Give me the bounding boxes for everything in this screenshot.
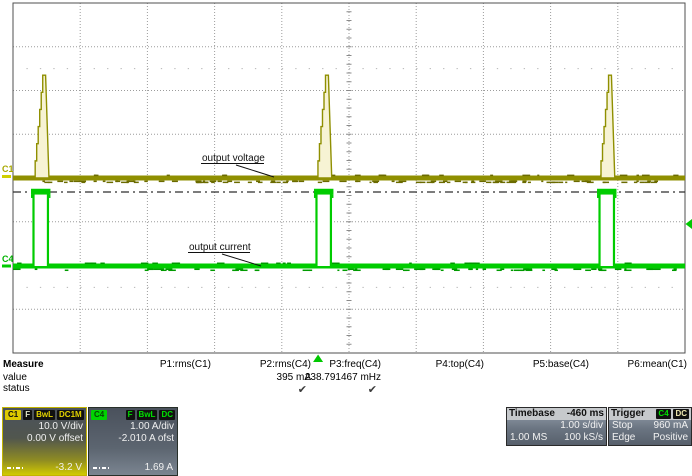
c4-cursor-row: 1.69 A — [93, 462, 173, 473]
c1-cursor-row: -3.2 V — [7, 462, 82, 473]
trigger-level-marker[interactable] — [685, 218, 692, 229]
trigger-position-marker[interactable] — [313, 354, 324, 363]
annotation-output-current: output current — [188, 242, 262, 267]
timebase-box[interactable]: Timebase -460 ms 1.00 s/div 1.00 MS 100 … — [506, 407, 607, 446]
c1-scale: 10.0 V/div — [38, 421, 83, 432]
trigger-level: 960 mA — [653, 420, 688, 431]
waveform-display: C1 C4 output voltage output current — [2, 2, 692, 363]
output-voltage-label: output voltage — [202, 153, 265, 164]
channel-left-markers: C1 C4 — [2, 164, 14, 268]
trigger-mode-row: Stop 960 mA — [609, 420, 691, 432]
trigger-mode: Stop — [612, 420, 633, 431]
timebase-sample-rate: 100 kS/s — [564, 432, 603, 443]
c1-box-header: C1 F BwL DC1M — [3, 408, 86, 421]
c1-coupling-badge: DC1M — [57, 410, 84, 420]
c4-channel-badge: C4 — [91, 410, 108, 420]
timebase-acquisition-row: 1.00 MS 100 kS/s — [507, 432, 606, 444]
measure-p3-status: ✔ — [367, 384, 377, 396]
c4-coupling-badge: DC — [159, 410, 175, 420]
trigger-slope: Positive — [652, 432, 688, 443]
c4-filter-badge: F — [125, 410, 135, 420]
output-current-label: output current — [189, 242, 251, 253]
measure-p3-value: 238.791467 mHz — [304, 372, 381, 383]
trigger-header: Trigger C4 DC — [609, 408, 691, 420]
cursor-linestyle-icon — [93, 466, 109, 469]
c4-trace-label: C4 — [2, 254, 14, 264]
status-row-label: status — [3, 383, 30, 394]
timebase-header: Timebase -460 ms — [507, 408, 606, 420]
measure-section-title: Measure — [3, 359, 44, 370]
annotation-output-voltage: output voltage — [201, 153, 275, 178]
timebase-delay: -460 ms — [566, 408, 604, 419]
measure-p3-header[interactable]: P3:freq(C4) — [329, 359, 381, 370]
c4-scale: 1.00 A/div — [130, 421, 174, 432]
channel-c4-box[interactable]: C4 F BwL DC 1.00 A/div -2.010 A ofst 1.6… — [88, 407, 178, 476]
measure-p2-header[interactable]: P2:rms(C4) — [259, 359, 311, 370]
c1-cursor-readout: -3.2 V — [55, 462, 82, 473]
measure-p5-header[interactable]: P5:base(C4) — [532, 359, 589, 370]
trigger-coupling-badge: DC — [673, 409, 689, 419]
trigger-title: Trigger — [611, 408, 645, 419]
trigger-type-row: Edge Positive — [609, 432, 691, 444]
c1-bwl-badge: BwL — [34, 410, 56, 420]
trigger-badges: C4 DC — [656, 408, 689, 420]
channel-c1-box[interactable]: C1 F BwL DC1M 10.0 V/div 0.00 V offset -… — [2, 407, 87, 476]
timebase-scale: 1.00 s/div — [560, 420, 603, 431]
c4-box-header: C4 F BwL DC — [89, 408, 177, 421]
waveform-traces — [13, 74, 685, 272]
trigger-source-badge: C4 — [656, 409, 671, 419]
c1-filter-badge: F — [23, 410, 33, 420]
cursor-linestyle-icon — [7, 466, 23, 469]
measure-p2-value: 395 mA — [276, 372, 311, 383]
measure-p6-header[interactable]: P6:mean(C1) — [627, 359, 687, 370]
c1-trace-label: C1 — [2, 164, 14, 174]
trigger-type: Edge — [612, 432, 636, 443]
callout-line — [221, 253, 262, 267]
c4-cursor-readout: 1.69 A — [144, 462, 173, 473]
timebase-record-length: 1.00 MS — [510, 432, 548, 443]
c4-offset: -2.010 A ofst — [118, 433, 174, 444]
trigger-box[interactable]: Trigger C4 DC Stop 960 mA Edge Positive — [608, 407, 692, 446]
c1-offset: 0.00 V offset — [27, 433, 83, 444]
value-row-label: value — [3, 372, 27, 383]
measure-p4-header[interactable]: P4:top(C4) — [435, 359, 484, 370]
c4-bwl-badge: BwL — [136, 410, 158, 420]
c1-channel-badge: C1 — [5, 410, 22, 420]
timebase-title: Timebase — [509, 408, 555, 419]
measure-p1-header[interactable]: P1:rms(C1) — [159, 359, 211, 370]
callout-line — [235, 164, 275, 178]
measure-p2-status: ✔ — [297, 384, 307, 396]
